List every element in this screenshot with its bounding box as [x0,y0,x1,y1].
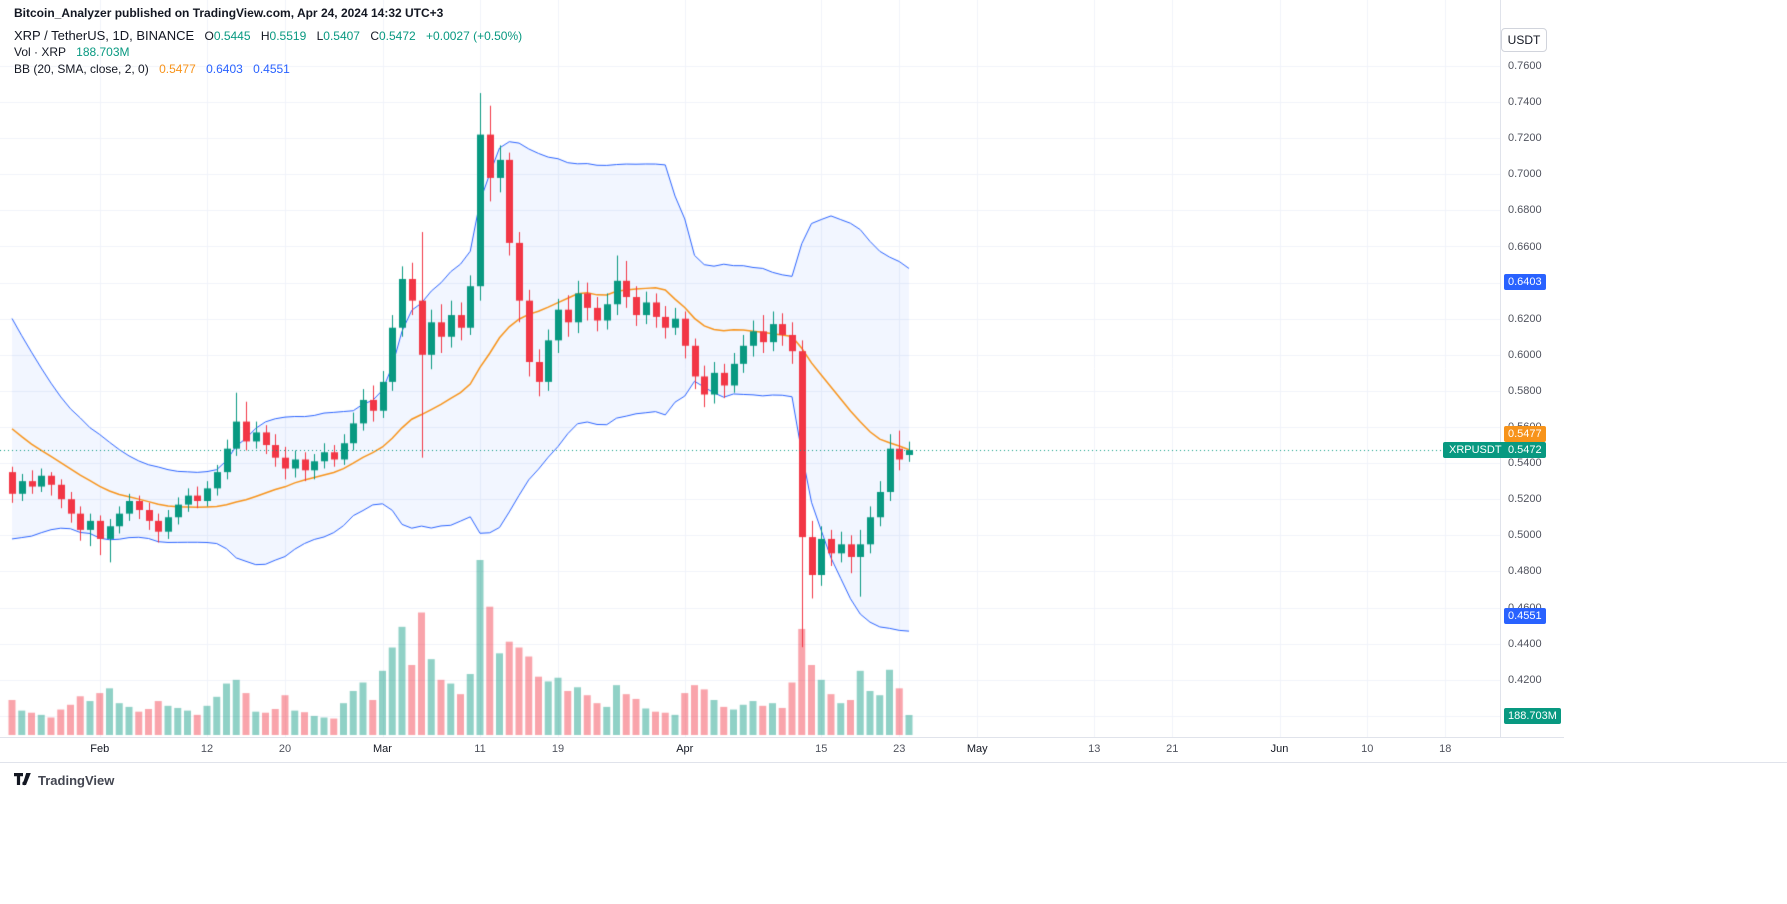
price-tick-label: 0.7200 [1508,132,1542,145]
price-tick-label: 0.7600 [1508,60,1542,72]
price-tick-label: 0.5000 [1508,529,1542,542]
bb-basis-value: 0.5477 [159,62,196,76]
time-tick-label: 18 [1439,743,1452,755]
time-tick-label: 15 [815,743,828,755]
time-tick-label: 19 [551,743,565,755]
price-tick-label: 0.6200 [1508,312,1542,325]
price-tick-label: 0.5800 [1508,384,1542,397]
symbol-title: XRP / TetherUS, 1D, BINANCE [14,28,195,43]
bb-indicator-label: BB (20, SMA, close, 2, 0) [14,62,149,76]
price-tick-label: 0.4200 [1508,673,1542,686]
axis-badge-bb_upper: 0.6403 [1504,274,1546,291]
time-axis[interactable]: Feb 12 20 Mar 11 19 Apr 15 23 May 13 21 Jun 10 18 [0,737,1564,763]
currency-toggle-button[interactable]: USDT [1501,28,1547,52]
time-tick-label: 21 [1166,743,1179,755]
time-tick-label: 20 [278,743,292,755]
time-tick-label: 10 [1361,743,1374,755]
open-label: O [204,29,214,43]
time-tick-label: Apr [676,743,694,755]
axis-badge-bb_lower: 0.4551 [1504,608,1546,625]
legend-volume-row[interactable]: Vol · XRP 188.703M [14,44,522,61]
price-tick-label: 0.4400 [1508,637,1542,650]
price-tick-label: 0.6600 [1508,240,1542,253]
price-tick-label: 0.4800 [1508,565,1542,578]
low-value: 0.5407 [323,29,360,43]
volume-value: 188.703M [76,45,130,59]
change-value: +0.0027 (+0.50%) [426,29,523,43]
high-label: H [260,29,270,43]
price-tick-label: 0.7000 [1508,168,1542,181]
tradingview-brand-link[interactable]: TradingView [14,769,114,791]
price-tick-label: 0.5200 [1508,493,1542,506]
high-value: 0.5519 [269,29,307,43]
tradingview-logo-icon [14,772,32,788]
legend-bb-row[interactable]: BB (20, SMA, close, 2, 0) 0.5477 0.6403 … [14,61,522,78]
axis-badge-last_price: 0.5472 [1504,442,1546,459]
time-tick-label: Feb [90,743,110,755]
price-tick-label: 0.6800 [1508,204,1542,217]
symbol-price-label: XRPUSDT [1443,442,1508,459]
time-tick-label: 13 [1088,743,1101,755]
footer-separator [0,762,1787,763]
low-label: L [316,29,324,43]
close-label: C [370,29,379,43]
open-value: 0.5445 [213,29,251,43]
legend-symbol-row[interactable]: XRP / TetherUS, 1D, BINANCE O0.5445 H0.5… [14,27,522,44]
price-tick-label: 0.5400 [1508,457,1542,470]
close-value: 0.5472 [379,29,416,43]
price-tick-label: 0.7400 [1508,96,1542,109]
time-tick-label: 11 [474,743,486,755]
time-tick-label: 23 [893,743,906,755]
tradingview-brand-text: TradingView [38,772,115,788]
price-chart-canvas[interactable] [0,0,1500,737]
volume-label: Vol · XRP [14,45,66,59]
bb-upper-value: 0.6403 [206,62,243,76]
publisher-attribution: Bitcoin_Analyzer published on TradingVie… [14,6,444,20]
time-tick-label: Jun [1270,743,1289,755]
time-tick-label: May [966,743,988,755]
time-tick-label: 12 [200,743,214,755]
price-axis[interactable]: 0.7600 0.7400 0.7200 0.7000 0.6800 0.6600 0.64… [1500,0,1565,737]
bb-lower-value: 0.4551 [253,62,290,76]
chart-legend: XRP / TetherUS, 1D, BINANCE O0.5445 H0.5… [14,27,522,78]
axis-badge-bb_basis: 0.5477 [1504,426,1546,443]
time-tick-label: Mar [373,743,392,755]
price-tick-label: 0.6000 [1508,348,1542,361]
axis-badge-volume: 188.703M [1504,708,1561,724]
